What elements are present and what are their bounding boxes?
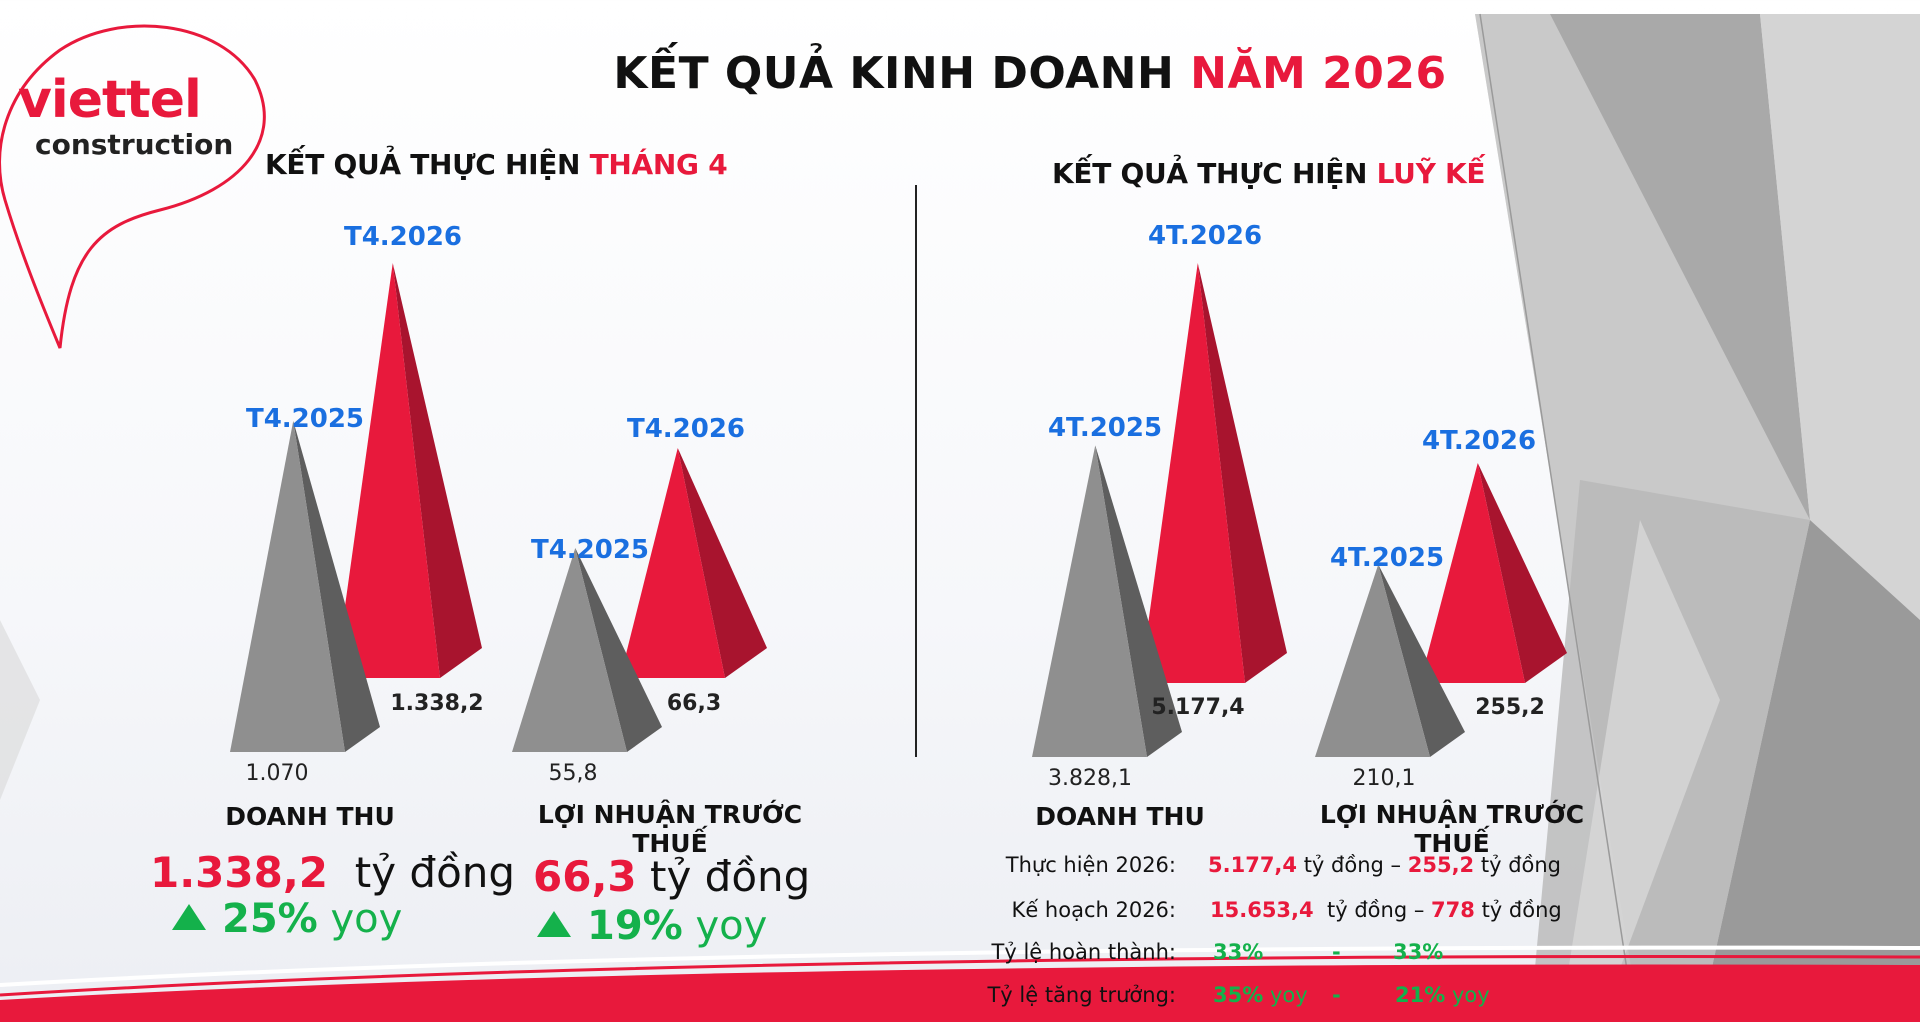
row-actual-u1: tỷ đồng – — [1303, 853, 1402, 877]
year-label-m-rev-prev: T4.2025 — [245, 404, 365, 434]
pyramid-3-previous-front — [1315, 564, 1430, 757]
row-growth-u2: yoy — [1451, 983, 1490, 1007]
logo-brand: viettel — [18, 70, 202, 130]
row-completion-v1: 33% — [1213, 940, 1264, 964]
pyramid-1-previous-front — [512, 548, 627, 752]
row-growth-right: 21% yoy — [1395, 983, 1490, 1007]
row-growth-v1: 35% — [1213, 983, 1264, 1007]
pyramid-3-current-front — [1420, 463, 1525, 683]
page-title-highlight: NĂM 2026 — [1190, 48, 1447, 99]
pyramid-0-previous-front — [230, 420, 345, 752]
monthly-profit-growth: 19% yoy — [537, 903, 767, 949]
pyramid-1-previous-side — [575, 548, 662, 752]
value-label-m-rev-cur: 1.338,2 — [390, 691, 484, 716]
value-label-m-pro-prev: 55,8 — [548, 761, 598, 786]
category-m-profit: LỢI NHUẬN TRƯỚC THUẾ — [537, 800, 803, 858]
row-growth-left: 35% yoy — [1213, 983, 1308, 1007]
category-m-revenue: DOANH THU — [225, 802, 395, 831]
pyramid-3-current-side — [1477, 463, 1567, 683]
pyramid-2-current-front — [1140, 263, 1245, 683]
year-label-m-rev-cur: T4.2026 — [343, 222, 463, 252]
row-label-actual: Thực hiện 2026: — [1005, 853, 1176, 877]
row-plan-u1: tỷ đồng – — [1327, 898, 1425, 922]
year-label-m-pro-prev: T4.2025 — [530, 535, 650, 565]
row-label-growth: Tỷ lệ tăng trưởng: — [987, 983, 1176, 1007]
pyramid-1-current-front — [620, 448, 725, 678]
year-label-m-pro-cur: T4.2026 — [626, 414, 746, 444]
value-label-c-pro-cur: 255,2 — [1475, 695, 1545, 720]
row-label-completion: Tỷ lệ hoàn thành: — [991, 940, 1176, 964]
row-values-actual: 5.177,4 tỷ đồng – 255,2 tỷ đồng — [1208, 853, 1561, 877]
monthly-profit-unit: tỷ đồng — [650, 852, 811, 901]
pyramid-2-previous-front — [1032, 445, 1147, 757]
monthly-revenue-growth: 25% yoy — [172, 896, 402, 942]
up-arrow-icon — [172, 904, 206, 930]
monthly-revenue-growth-value: 25% — [222, 896, 318, 942]
pyramid-2-previous-side — [1095, 445, 1182, 757]
year-label-c-rev-cur: 4T.2026 — [1147, 221, 1263, 251]
monthly-profit-growth-suffix: yoy — [695, 903, 768, 949]
logo-bubble — [0, 24, 266, 349]
page-title-main: KẾT QUẢ KINH DOANH — [613, 48, 1175, 99]
monthly-revenue-unit: tỷ đồng — [354, 848, 516, 897]
row-plan-u2: tỷ đồng — [1481, 898, 1562, 922]
monthly-heading-text: KẾT QUẢ THỰC HIỆN — [265, 148, 581, 181]
pyramid-0-previous-side — [293, 420, 380, 752]
section-divider — [915, 185, 917, 757]
cumulative-heading-highlight: LUỸ KẾ — [1376, 157, 1486, 190]
pyramid-0-current-side — [392, 263, 482, 678]
pyramid-0-current-front — [335, 263, 440, 678]
value-label-m-pro-cur: 66,3 — [666, 691, 722, 716]
pyramid-2-current-side — [1197, 263, 1287, 683]
category-c-profit: LỢI NHUẬN TRƯỚC THUẾ — [1319, 800, 1585, 858]
value-label-c-rev-prev: 3.828,1 — [1048, 766, 1132, 791]
logo-sub: construction — [35, 128, 234, 161]
monthly-revenue-growth-suffix: yoy — [330, 896, 403, 942]
monthly-revenue-value: 1.338,2 tỷ đồng — [150, 848, 515, 897]
page-title: KẾT QUẢ KINH DOANH NĂM 2026 — [0, 48, 1920, 99]
monthly-heading: KẾT QUẢ THỰC HIỆN THÁNG 4 — [265, 148, 728, 181]
value-label-m-rev-prev: 1.070 — [245, 761, 309, 786]
row-actual-v1: 5.177,4 — [1208, 853, 1298, 877]
row-plan-v1: 15.653,4 — [1210, 898, 1314, 922]
row-actual-v2: 255,2 — [1407, 853, 1475, 877]
row-label-plan: Kế hoạch 2026: — [1011, 898, 1176, 922]
monthly-revenue-number: 1.338,2 — [150, 848, 329, 897]
cumulative-heading: KẾT QUẢ THỰC HIỆN LUỸ KẾ — [1052, 157, 1486, 190]
pyramid-3-previous-side — [1378, 564, 1465, 757]
year-label-c-pro-cur: 4T.2026 — [1421, 426, 1537, 456]
row-growth-sep: - — [1332, 983, 1341, 1007]
category-c-revenue: DOANH THU — [1035, 802, 1205, 831]
row-values-plan: 15.653,4 tỷ đồng – 778 tỷ đồng — [1210, 898, 1562, 922]
monthly-heading-highlight: THÁNG 4 — [589, 148, 728, 181]
monthly-profit-growth-value: 19% — [587, 903, 683, 949]
row-growth-v2: 21% — [1395, 983, 1446, 1007]
monthly-profit-number: 66,3 — [533, 852, 637, 901]
cumulative-heading-text: KẾT QUẢ THỰC HIỆN — [1052, 157, 1368, 190]
row-completion-sep: - — [1332, 940, 1341, 964]
value-label-c-pro-prev: 210,1 — [1352, 766, 1416, 791]
row-actual-u2: tỷ đồng — [1480, 853, 1562, 877]
pyramid-1-current-side — [677, 448, 767, 678]
value-label-c-rev-cur: 5.177,4 — [1151, 695, 1245, 720]
row-plan-v2: 778 — [1431, 898, 1475, 922]
row-completion-v2: 33% — [1393, 940, 1444, 964]
row-growth-u1: yoy — [1269, 983, 1308, 1007]
monthly-profit-value: 66,3 tỷ đồng — [533, 852, 810, 901]
year-label-c-rev-prev: 4T.2025 — [1047, 413, 1163, 443]
year-label-c-pro-prev: 4T.2025 — [1329, 543, 1445, 573]
up-arrow-icon — [537, 911, 571, 937]
